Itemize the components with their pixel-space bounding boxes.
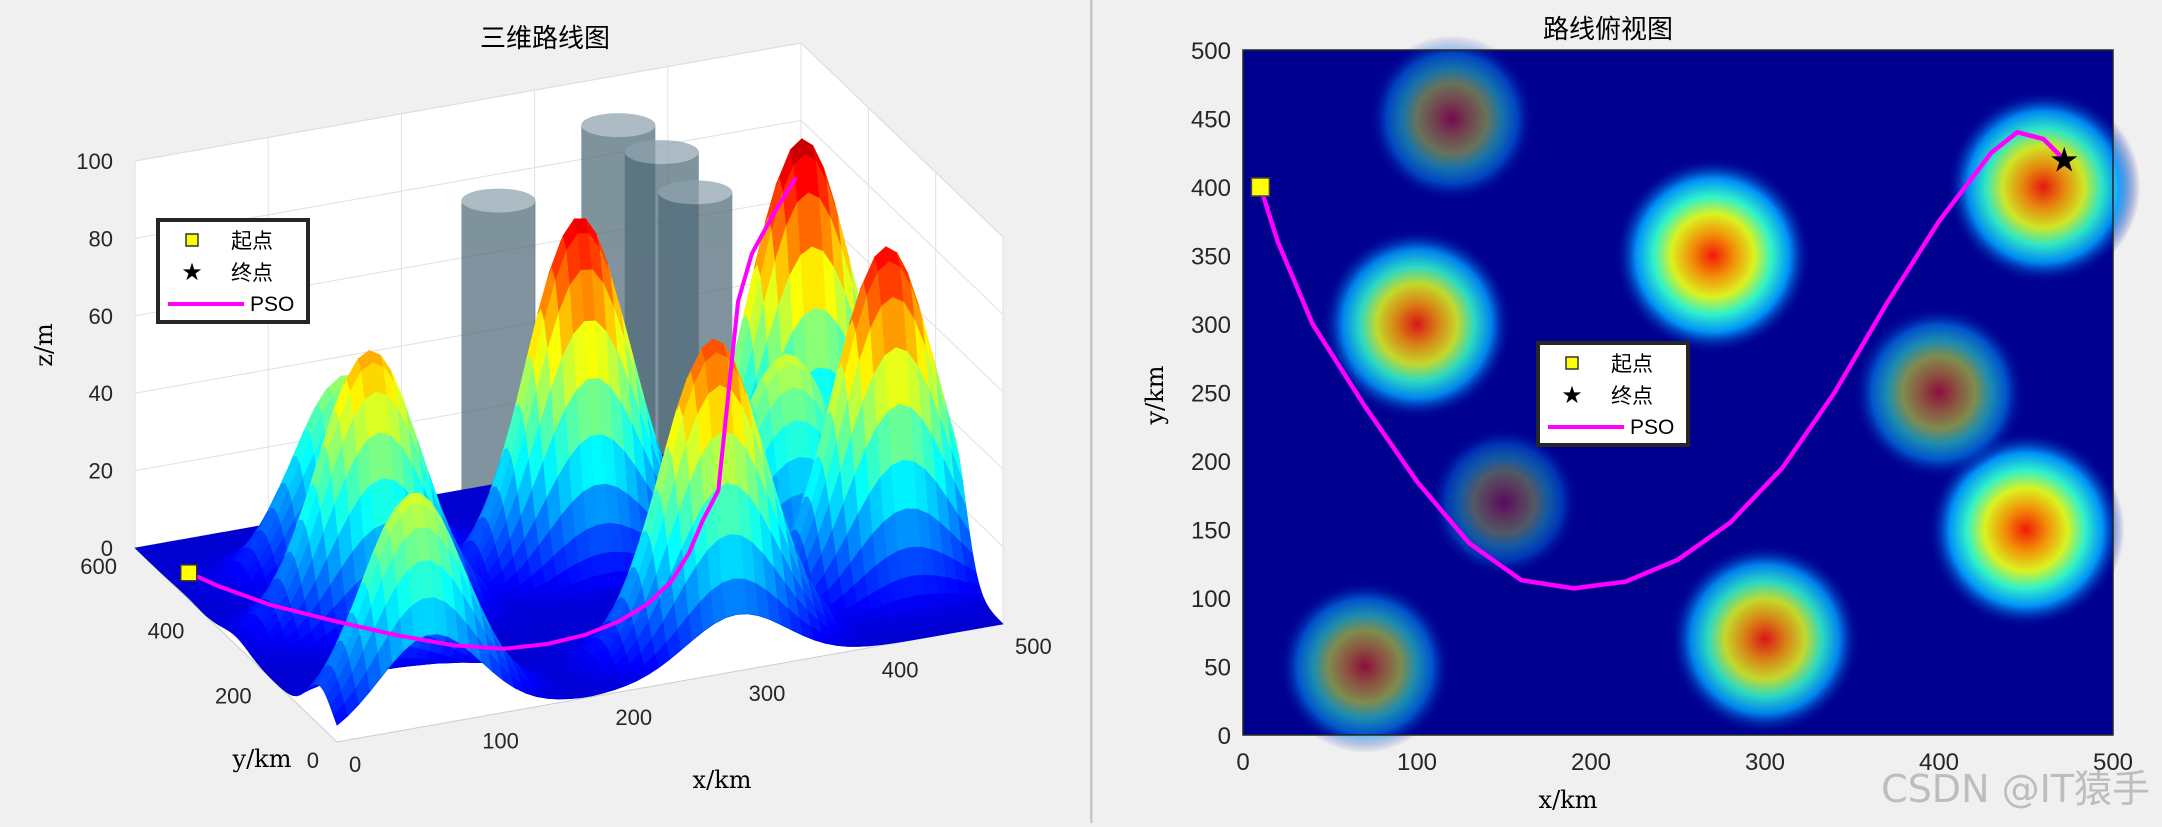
legend-pso-label: PSO [250,293,294,316]
legend-pso-label: PSO [1630,416,1674,439]
y-tick-label: 0 [1218,723,1231,750]
cylinder-top [461,189,535,213]
watermark: CSDN @IT猿手 [1881,758,2150,813]
z-tick-label: 100 [76,149,113,174]
legend-start-marker [186,234,198,246]
y-tick-label: 300 [1191,312,1231,339]
x-tick-label: 500 [1015,634,1052,659]
x-tick-label: 200 [1571,749,1611,776]
heatmap-peak [1614,157,1811,354]
y-tick-label: 50 [1204,655,1231,682]
start-marker-3d [181,565,197,581]
x-tick-label: 0 [1236,749,1249,776]
ylabel-3d: y/km [232,745,292,773]
legend-end-marker: ★ [1561,382,1583,409]
ylabel-2d: y/km [1141,365,1169,425]
z-tick-label: 80 [89,226,113,251]
heatmap-peak [1322,229,1513,420]
y-tick-label: 250 [1191,381,1231,408]
legend-end-label: 终点 [1611,384,1653,408]
cylinder-top [581,113,655,137]
x-tick-label: 0 [349,752,361,777]
y-tick-label: 400 [1191,175,1231,202]
y-tick-label: 500 [1191,38,1231,65]
topview-legend: 起点 ★ 终点 PSO [1538,343,1688,445]
legend-start-label: 起点 [1611,352,1653,376]
y-tick-label: 100 [1191,586,1231,613]
start-marker [1251,178,1269,196]
legend-end-marker: ★ [181,259,203,286]
title-2d: 路线俯视图 [1543,15,1673,45]
heatmap-peak [1853,306,2026,479]
end-marker: ★ [2049,142,2079,180]
cylinder-top [658,180,732,204]
cylinder-top [625,140,699,164]
xlabel-3d: x/km [693,766,752,794]
y-tick-label: 450 [1191,107,1231,134]
heatmap-peak [1368,35,1535,202]
legend-start-marker [1566,357,1578,369]
x-tick-label: 400 [882,658,919,683]
y-tick-label: 400 [148,619,185,644]
y-tick-label: 350 [1191,244,1231,271]
x-tick-label: 300 [749,681,786,706]
zlabel-3d: z/m [30,323,58,367]
surface-plot-svg: 02040608010001002003004005000200400600三维… [0,0,1090,823]
xlabel-2d: x/km [1539,786,1598,814]
y-tick-label: 0 [307,748,319,773]
surface-legend: 起点 ★ 终点 PSO [158,220,308,322]
y-tick-label: 200 [215,683,252,708]
x-tick-label: 300 [1745,749,1785,776]
z-tick-label: 20 [89,459,113,484]
x-tick-label: 100 [482,728,519,753]
heatmap-peak [1946,90,2140,284]
z-tick-label: 60 [89,304,113,329]
z-tick-label: 40 [89,381,113,406]
legend-start-label: 起点 [231,229,273,253]
y-tick-label: 150 [1191,518,1231,545]
title-3d: 三维路线图 [480,24,610,54]
legend-end-label: 终点 [231,261,273,285]
x-tick-label: 200 [615,705,652,730]
x-tick-label: 100 [1397,749,1437,776]
y-tick-label: 600 [80,554,117,579]
heatmap-peak [1430,428,1579,577]
heatmap-peak [1278,580,1451,753]
y-tick-label: 200 [1191,449,1231,476]
heatmap-peak [1670,544,1861,735]
